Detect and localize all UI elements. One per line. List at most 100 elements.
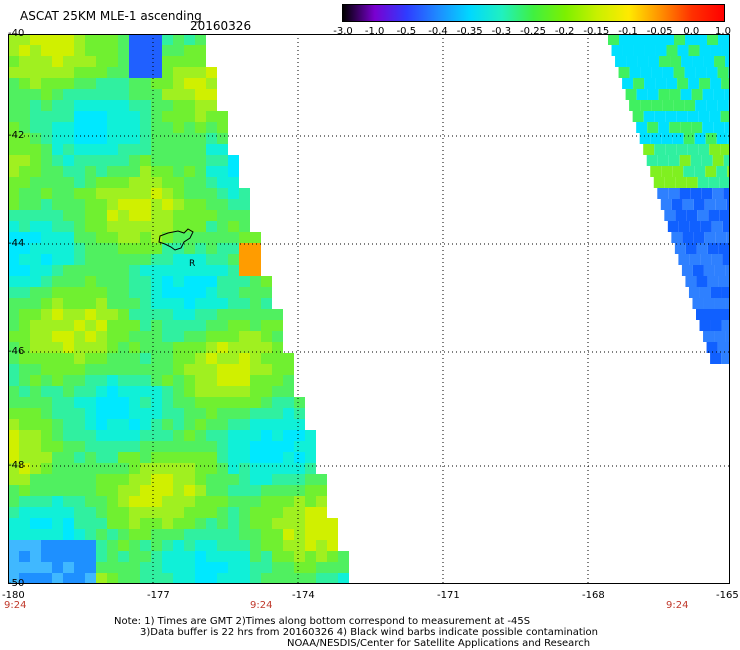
wind-cell — [151, 463, 162, 474]
wind-cell — [140, 452, 151, 463]
wind-cell — [107, 397, 118, 408]
wind-cell — [707, 34, 718, 45]
wind-cell — [689, 254, 701, 265]
wind-cell — [8, 298, 19, 309]
wind-cell — [206, 496, 217, 507]
wind-cell — [41, 430, 52, 441]
wind-cell — [74, 463, 85, 474]
wind-cell — [85, 276, 96, 287]
wind-cell — [723, 188, 730, 199]
wind-cell — [228, 309, 239, 320]
wind-cell — [107, 496, 118, 507]
wind-cell — [74, 573, 85, 584]
wind-cell — [228, 177, 239, 188]
wind-cell — [195, 540, 206, 551]
wind-cell — [195, 34, 206, 45]
y-tick-label: -40 — [8, 28, 25, 39]
wind-cell — [63, 265, 74, 276]
wind-cell — [63, 276, 74, 287]
wind-cell — [684, 67, 696, 78]
wind-cell — [217, 452, 228, 463]
wind-cell — [228, 441, 239, 452]
wind-cell — [272, 430, 283, 441]
wind-cell — [85, 364, 96, 375]
wind-cell — [85, 562, 96, 573]
wind-cell — [151, 540, 162, 551]
wind-cell — [151, 507, 162, 518]
wind-cell — [41, 573, 52, 584]
wind-cell — [694, 166, 706, 177]
wind-cell — [250, 441, 261, 452]
wind-cell — [228, 463, 239, 474]
wind-cell — [41, 320, 52, 331]
wind-cell — [118, 188, 129, 199]
wind-cell — [195, 221, 206, 232]
wind-cell — [641, 34, 652, 45]
wind-cell — [195, 210, 206, 221]
wind-cell — [206, 364, 217, 375]
wind-cell — [162, 287, 173, 298]
wind-cell — [63, 34, 74, 45]
wind-cell — [41, 309, 52, 320]
wind-cell — [696, 309, 707, 320]
wind-cell — [206, 67, 217, 78]
wind-cell — [697, 177, 709, 188]
wind-cell — [217, 287, 228, 298]
wind-cell — [74, 45, 85, 56]
wind-cell — [651, 67, 663, 78]
wind-cell — [96, 320, 107, 331]
wind-cell — [129, 166, 140, 177]
wind-cell — [618, 67, 630, 78]
wind-cell — [217, 518, 228, 529]
wind-cell — [206, 441, 217, 452]
wind-cell — [74, 111, 85, 122]
wind-cell — [316, 540, 327, 551]
wind-cell — [41, 122, 52, 133]
wind-cell — [261, 463, 272, 474]
wind-cell — [195, 276, 206, 287]
wind-cell — [294, 430, 305, 441]
island-label: R — [189, 259, 195, 269]
wind-cell — [74, 265, 85, 276]
wind-cell — [173, 342, 184, 353]
wind-cell — [151, 397, 162, 408]
wind-cell — [239, 276, 250, 287]
wind-cell — [696, 243, 708, 254]
wind-cell — [668, 188, 680, 199]
wind-cell — [162, 507, 173, 518]
y-tick-label: -48 — [8, 460, 25, 471]
wind-cell — [107, 111, 118, 122]
wind-cell — [52, 287, 63, 298]
wind-cell — [173, 496, 184, 507]
wind-cell — [52, 540, 63, 551]
wind-cell — [74, 320, 85, 331]
wind-cell — [85, 529, 96, 540]
wind-cell — [195, 232, 206, 243]
wind-cell — [52, 331, 63, 342]
wind-cell — [195, 573, 206, 584]
wind-cell — [52, 34, 63, 45]
wind-cell — [686, 177, 698, 188]
wind-cell — [74, 529, 85, 540]
wind-cell — [63, 419, 74, 430]
wind-cell — [19, 529, 30, 540]
wind-cell — [173, 452, 184, 463]
wind-cell — [107, 67, 118, 78]
wind-cell — [129, 320, 140, 331]
wind-cell — [239, 221, 250, 232]
wind-cell — [206, 375, 217, 386]
wind-cell — [184, 287, 195, 298]
wind-cell — [129, 67, 140, 78]
wind-cell — [85, 243, 96, 254]
note-line-1: Note: 1) Times are GMT 2)Times along bot… — [114, 616, 531, 627]
wind-cell — [261, 364, 272, 375]
wind-cell — [217, 320, 228, 331]
wind-cell — [41, 265, 52, 276]
wind-cell — [173, 67, 184, 78]
colorbar-label: -0.1 — [618, 26, 638, 37]
wind-cell — [41, 276, 52, 287]
wind-cell — [129, 463, 140, 474]
wind-cell — [129, 551, 140, 562]
wind-cell — [63, 122, 74, 133]
wind-cell — [195, 408, 206, 419]
